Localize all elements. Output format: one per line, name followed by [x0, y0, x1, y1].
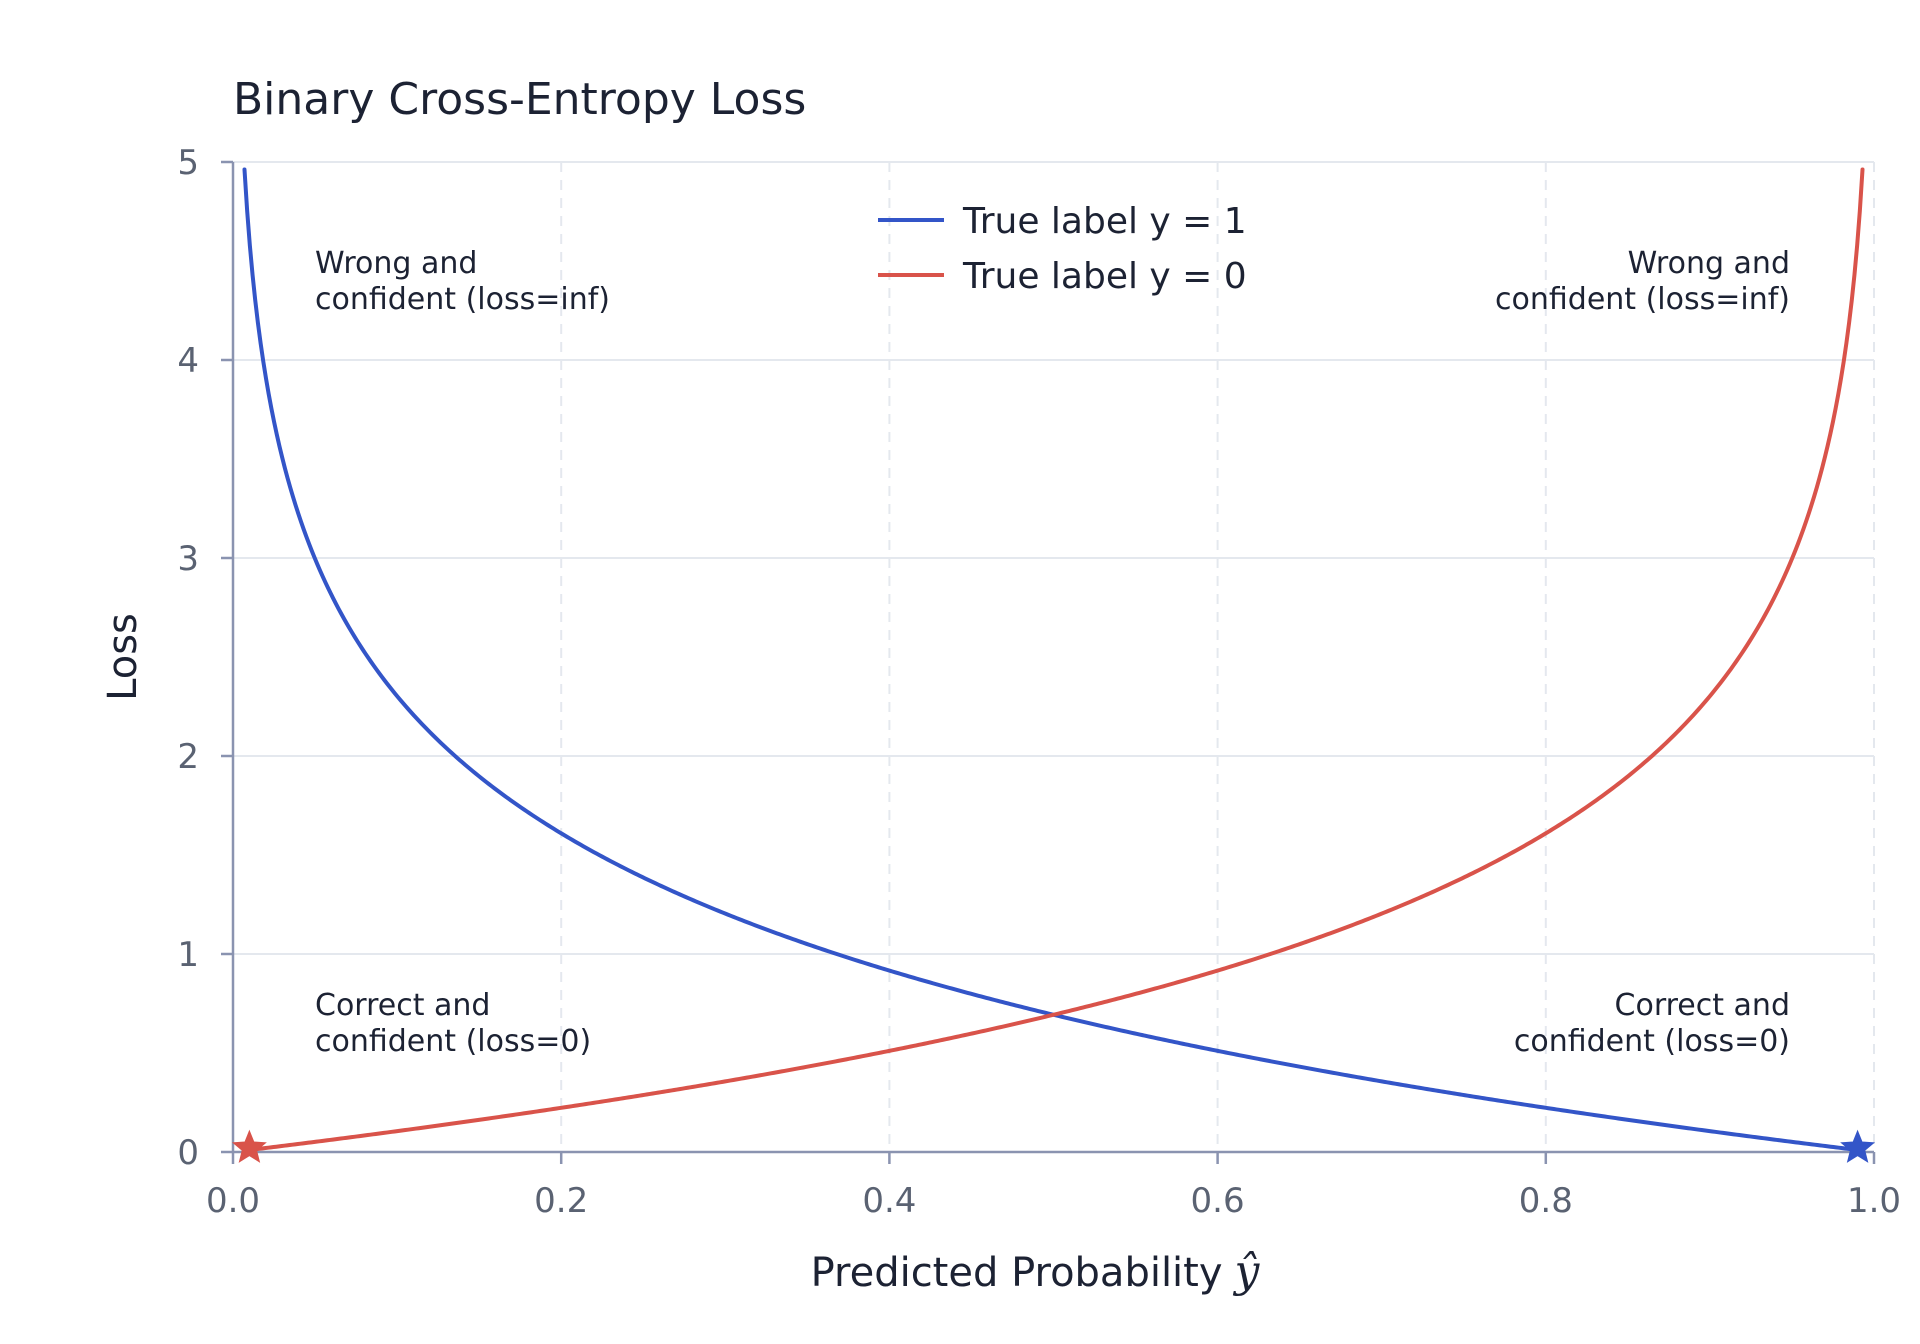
- legend-label-y0: True label y = 0: [962, 256, 1247, 297]
- legend: True label y = 1 True label y = 0: [878, 201, 1247, 297]
- y-tick-label: 1: [177, 935, 199, 975]
- annotations: Wrong and confident (loss=inf)Wrong and co…: [315, 246, 1790, 1059]
- annotation-2: Correct and confident (loss=0): [315, 988, 591, 1059]
- x-tick-label: 0.0: [206, 1181, 260, 1221]
- x-axis-title-symbol: ŷ: [1233, 1246, 1261, 1297]
- y-tick-label: 3: [177, 539, 199, 579]
- annotation-0: Wrong and confident (loss=inf): [315, 246, 610, 317]
- annotation-line: confident (loss=0): [315, 1024, 591, 1059]
- annotation-line: confident (loss=0): [1514, 1024, 1790, 1059]
- y-tick-label: 5: [177, 143, 199, 183]
- y-axis-title: Loss: [100, 613, 146, 701]
- annotation-1: Wrong and confident (loss=inf): [1495, 246, 1790, 317]
- annotation-line: Wrong and: [1628, 246, 1790, 281]
- x-tick-label: 0.6: [1191, 1181, 1245, 1221]
- annotation-line: confident (loss=inf): [1495, 282, 1790, 317]
- x-axis-title-text: Predicted Probability: [811, 1250, 1223, 1296]
- x-tick-label: 0.4: [862, 1181, 916, 1221]
- annotation-3: Correct and confident (loss=0): [1514, 988, 1790, 1059]
- x-axis-title: Predicted Probability ŷ: [811, 1246, 1261, 1297]
- x-tick-label: 1.0: [1847, 1181, 1901, 1221]
- chart-title: Binary Cross-Entropy Loss: [233, 74, 806, 125]
- annotation-line: Wrong and: [315, 246, 477, 281]
- x-tick-label: 0.8: [1519, 1181, 1573, 1221]
- star-marker-y0: [231, 1129, 267, 1163]
- y-tick-label: 0: [177, 1133, 199, 1173]
- star-marker-y1: [1840, 1129, 1876, 1163]
- y-tick-label: 2: [177, 737, 199, 777]
- annotation-line: Correct and: [1615, 988, 1790, 1023]
- annotation-line: confident (loss=inf): [315, 282, 610, 317]
- series-lines: [242, 167, 1865, 1153]
- x-tick-label: 0.2: [534, 1181, 588, 1221]
- legend-label-y1: True label y = 1: [962, 201, 1247, 242]
- y-tick-label: 4: [177, 341, 199, 381]
- series-line-y0: [247, 167, 1865, 1153]
- markers: [231, 1129, 1876, 1163]
- axes: 0 1 2 3 4 5 0.0 0.2 0.4 0.6 0.8 1.0: [177, 143, 1901, 1221]
- annotation-line: Correct and: [315, 988, 490, 1023]
- grid: [233, 161, 1875, 1152]
